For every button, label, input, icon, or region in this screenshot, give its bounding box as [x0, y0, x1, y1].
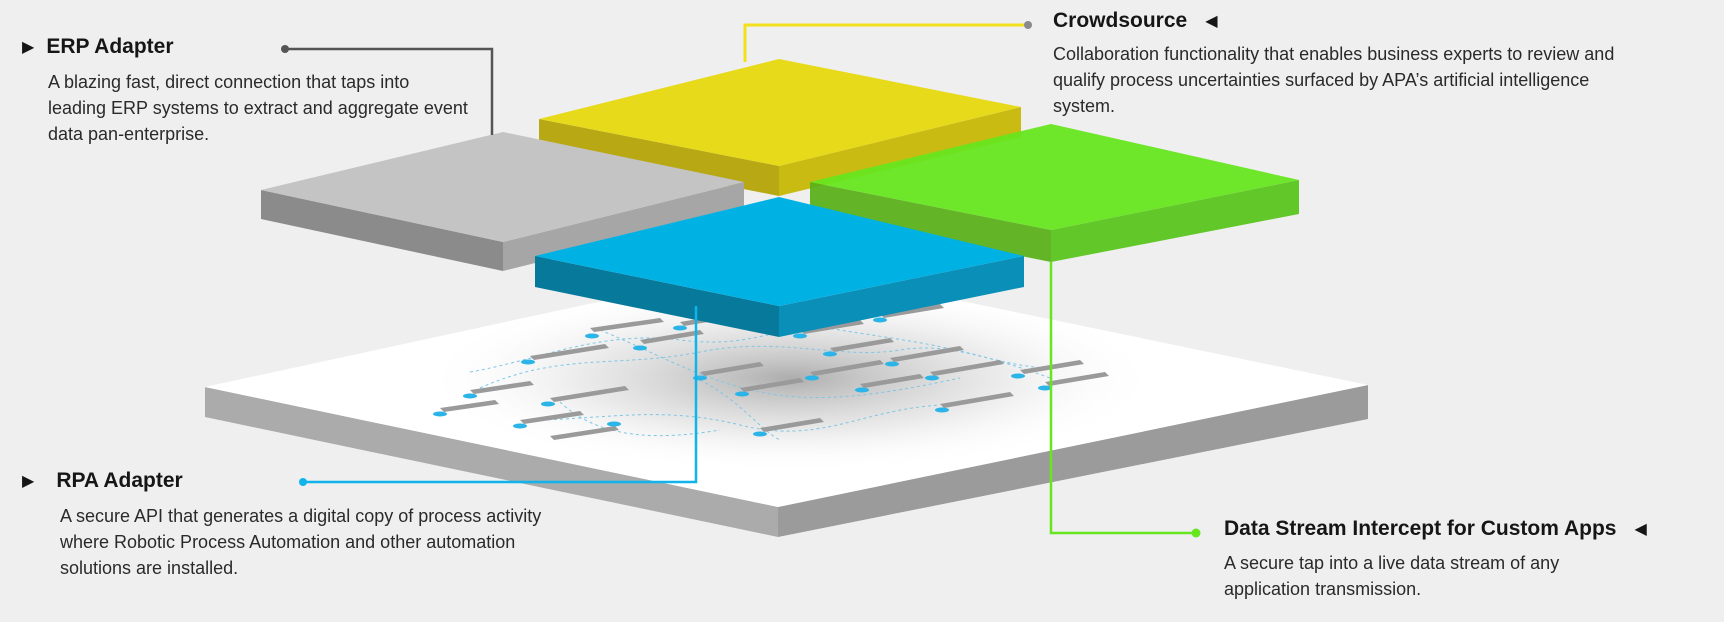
- data-stream-intercept-description: A secure tap into a live data stream of …: [1224, 553, 1560, 599]
- rpa-layer-left-side: [535, 256, 779, 337]
- crowdsource-layer-right-side: [779, 107, 1021, 196]
- erp-leader-dot: [281, 45, 289, 53]
- erp-adapter-title: ERP Adapter: [46, 35, 174, 58]
- base-platform: [205, 263, 1368, 537]
- rpa-adapter-title: RPA Adapter: [56, 469, 183, 492]
- process-map-shadow: [420, 283, 1160, 473]
- data-stream-layer-right-side: [1051, 180, 1299, 262]
- rpa-layer-right-side: [779, 256, 1024, 337]
- rpa-leader-dot: [299, 478, 307, 486]
- crowdsource-layer-top: [539, 59, 1021, 166]
- data-stream-layer-left-side: [810, 182, 1051, 262]
- erp-layer-left-side: [261, 190, 503, 271]
- rpa-adapter-callout: ▶ RPA Adapter A secure API that generate…: [22, 469, 560, 581]
- crowdsource-description: Collaboration functionality that enables…: [1053, 44, 1615, 116]
- data-stream-leader-line: [1049, 262, 1201, 538]
- rpa-adapter-description: A secure API that generates a digital co…: [60, 506, 542, 578]
- erp-layer: [261, 132, 744, 271]
- left-triangle-icon: ◀: [1634, 521, 1647, 538]
- erp-leader-line: [281, 45, 494, 135]
- erp-adapter-callout: ▶ ERP Adapter A blazing fast, direct con…: [22, 35, 468, 147]
- data-stream-intercept-title: Data Stream Intercept for Custom Apps: [1224, 517, 1617, 540]
- data-stream-layer-top: [810, 124, 1299, 230]
- data-stream-intercept-callout: Data Stream Intercept for Custom Apps ◀ …: [1224, 517, 1647, 602]
- base-platform-right-side: [778, 385, 1368, 537]
- erp-adapter-description: A blazing fast, direct connection that t…: [48, 72, 468, 144]
- crowdsource-title: Crowdsource: [1053, 9, 1188, 32]
- erp-layer-right-side: [503, 182, 744, 271]
- rpa-layer: [535, 197, 1024, 337]
- process-flow-nodes: [433, 317, 1052, 437]
- crowdsource-layer: [539, 59, 1021, 196]
- data-stream-layer: [810, 124, 1299, 262]
- crowdsource-leader-line: [743, 21, 1032, 62]
- erp-layer-top: [261, 132, 744, 242]
- rpa-layer-top: [535, 197, 1024, 306]
- crowdsource-layer-left-side: [539, 119, 779, 196]
- data-stream-leader-dot: [1191, 528, 1201, 538]
- crowdsource-leader-dot: [1024, 21, 1032, 29]
- base-platform-left-side: [205, 387, 778, 537]
- process-flow-steps: [440, 304, 1109, 440]
- crowdsource-callout: Crowdsource ◀ Collaboration functionalit…: [1053, 9, 1633, 119]
- right-triangle-icon: ▶: [22, 473, 35, 490]
- right-triangle-icon: ▶: [22, 39, 35, 56]
- rpa-leader-line: [299, 306, 698, 486]
- left-triangle-icon: ◀: [1205, 13, 1218, 30]
